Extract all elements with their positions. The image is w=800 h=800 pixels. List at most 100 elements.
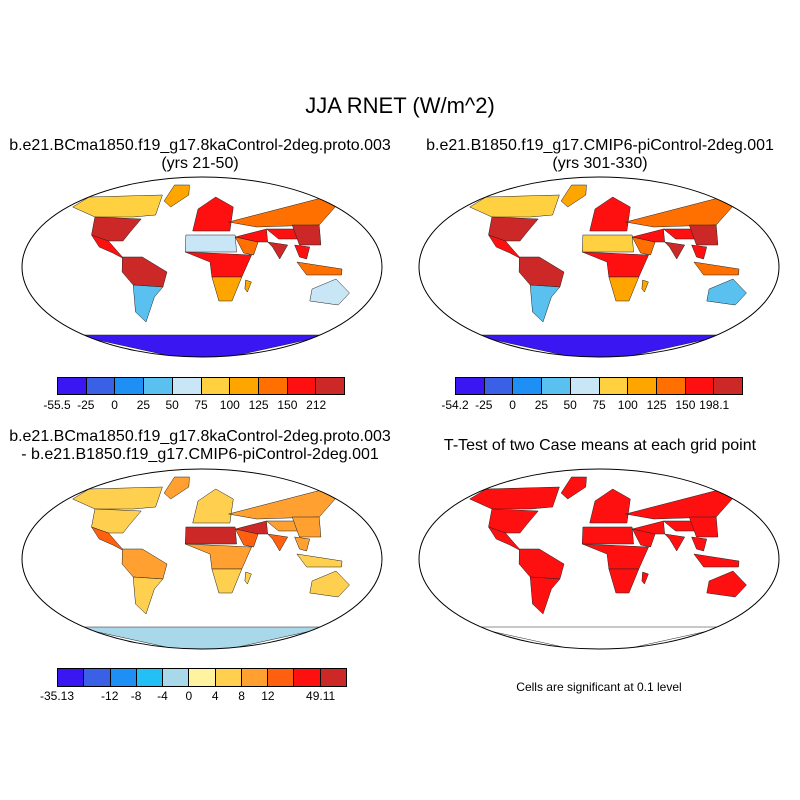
map-border	[21, 468, 383, 650]
colorbar-3-tick-label: -4	[157, 689, 168, 703]
region-europe	[192, 196, 234, 232]
colorbar-3-swatch	[241, 669, 269, 686]
colorbar-1-swatch	[86, 378, 116, 394]
region-sahara	[581, 234, 634, 253]
region-greenland	[560, 184, 587, 208]
region-europe	[192, 488, 234, 524]
colorbar-1-tick-label: -25	[77, 398, 95, 412]
colorbar-2-tick-label: 100	[617, 398, 638, 412]
colorbar-3-swatch	[294, 669, 321, 686]
region-se-asia	[294, 536, 311, 552]
colorbar-1-swatch	[58, 378, 87, 394]
region-china	[291, 224, 322, 246]
region-sahara	[184, 234, 237, 253]
region-africa-s	[608, 568, 640, 594]
colorbar-3-swatch	[84, 669, 111, 686]
region-south-am-s	[132, 576, 164, 615]
colorbar-1-swatch	[201, 378, 231, 394]
region-canada	[72, 486, 163, 510]
colorbar-1-tick-label: 125	[248, 398, 269, 412]
colorbar-2-swatch	[484, 378, 514, 394]
colorbar-1-tick-label: 25	[136, 398, 151, 412]
colorbar-panel-2-labels: -54.2 -25 0 25 50 75 100 125 150 198.1	[441, 398, 743, 412]
colorbar-1-tick-label: 50	[165, 398, 179, 412]
colorbar-2-tick-label: 0	[509, 398, 516, 412]
region-africa-s	[211, 276, 243, 302]
colorbar-2-tick-label: 150	[675, 398, 696, 412]
region-europe	[589, 488, 631, 524]
map-border	[21, 176, 383, 358]
colorbar-1-tick-label: -55.5	[43, 398, 71, 412]
colorbar-2-swatch	[456, 378, 485, 394]
panel-4-title: T-Test of two Case means at each grid po…	[400, 437, 800, 455]
region-indonesia	[693, 261, 740, 276]
colorbar-panel-3-labels: -35.13 -12 -8 -4 0 4 8 12 49.11	[40, 689, 347, 703]
colorbar-1-swatch	[172, 378, 202, 394]
panel-4-title-line1: T-Test of two Case means at each grid po…	[443, 437, 757, 454]
region-greenland	[163, 184, 190, 208]
region-se-asia	[691, 536, 708, 552]
region-antarctica	[74, 626, 330, 649]
colorbar-1-tick-label: 75	[194, 398, 208, 412]
colorbar-2-swatch	[656, 378, 686, 394]
colorbar-2-tick-label: 125	[646, 398, 667, 412]
panel-3-title-line2: - b.e21.B1850.f19_g17.CMIP6-piControl-2d…	[21, 446, 379, 463]
region-canada	[469, 486, 560, 510]
panel-1-title: b.e21.BCma1850.f19_g17.8kaControl-2deg.p…	[0, 137, 400, 173]
colorbar-3-swatch	[189, 669, 216, 686]
colorbar-3-tick-label: -8	[130, 689, 142, 703]
colorbar-panel-1-labels: -55.5 -25 0 25 50 75 100 125 150 212	[43, 398, 345, 412]
colorbar-3-tick-label: -12	[101, 689, 119, 703]
region-indonesia	[296, 553, 343, 568]
colorbar-3-tick-label: 49.11	[306, 689, 336, 703]
colorbar-1-tick-label: 0	[111, 398, 118, 412]
region-africa-s	[211, 568, 243, 594]
region-canada	[469, 194, 560, 218]
colorbar-3-tick-label: 12	[261, 689, 275, 703]
region-china	[688, 516, 719, 538]
region-antarctica	[471, 334, 727, 357]
map-border	[418, 176, 780, 358]
region-china	[688, 224, 719, 246]
map-panel-ttest	[418, 468, 780, 650]
colorbar-1-swatch	[316, 378, 345, 394]
colorbar-2-tick-label: 25	[534, 398, 549, 412]
region-russia	[625, 196, 733, 228]
region-australia	[309, 278, 350, 306]
region-madagascar	[641, 279, 649, 293]
region-india	[664, 533, 686, 552]
region-australia	[309, 570, 350, 598]
panel-2-title-line1: b.e21.B1850.f19_g17.CMIP6-piControl-2deg…	[426, 137, 774, 154]
region-canada	[72, 194, 163, 218]
colorbar-2-tick-label: -54.2	[441, 398, 469, 412]
colorbar-1-swatch	[258, 378, 288, 394]
colorbar-2-swatch	[570, 378, 600, 394]
region-india	[267, 533, 289, 552]
region-europe	[589, 196, 631, 232]
colorbar-2-swatch	[628, 378, 657, 394]
colorbar-1-swatch	[144, 378, 173, 394]
region-se-asia	[691, 244, 708, 260]
region-greenland	[163, 476, 190, 500]
region-sahara	[581, 526, 634, 545]
region-australia	[706, 570, 747, 598]
colorbar-panel-2	[455, 377, 743, 395]
region-antarctica	[74, 334, 330, 357]
colorbar-1-swatch	[115, 378, 145, 394]
region-madagascar	[641, 571, 649, 585]
colorbar-3-swatch	[58, 669, 85, 686]
region-greenland	[560, 476, 587, 500]
map-panel-piControl	[418, 176, 780, 358]
colorbar-3-tick-label: 4	[211, 689, 219, 703]
colorbar-2-swatch	[714, 378, 743, 394]
region-madagascar	[244, 571, 252, 585]
panel-2-title: b.e21.B1850.f19_g17.CMIP6-piControl-2deg…	[400, 137, 800, 173]
colorbar-3-tick-label: 0	[185, 689, 193, 703]
colorbar-3-tick-label: -35.13	[39, 689, 75, 703]
colorbar-2-swatch	[599, 378, 629, 394]
colorbar-1-swatch	[287, 378, 317, 394]
significance-note: Cells are significant at 0.1 level	[516, 680, 682, 694]
colorbar-panel-3	[57, 668, 347, 687]
colorbar-3-swatch	[136, 669, 164, 686]
colorbar-2-tick-label: 75	[592, 398, 606, 412]
